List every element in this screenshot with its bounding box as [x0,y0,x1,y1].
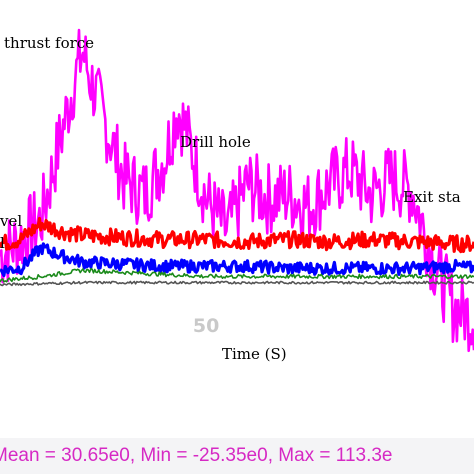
series-layer [0,28,474,353]
x-tick-label-50: 50 [193,315,219,337]
series-0-line [0,28,474,353]
statistics-text: Mean = 30.65e0, Min = -25.35e0, Max = 11… [0,445,393,466]
annotation-level-part1: vel [0,212,23,230]
series-2-line [0,242,474,278]
annotation-thrust-force: thrust force [4,34,95,52]
annotation-exit-stage: Exit sta [403,188,461,206]
series-3-line [0,267,474,283]
annotation-level-part2: l [0,234,5,252]
x-axis-label: Time (S) [222,345,287,363]
statistics-bar: Mean = 30.65e0, Min = -25.35e0, Max = 11… [0,438,474,474]
annotation-drill-hole: Drill hole [180,133,251,151]
series-1-line [0,216,474,254]
series-4-line [0,280,474,287]
